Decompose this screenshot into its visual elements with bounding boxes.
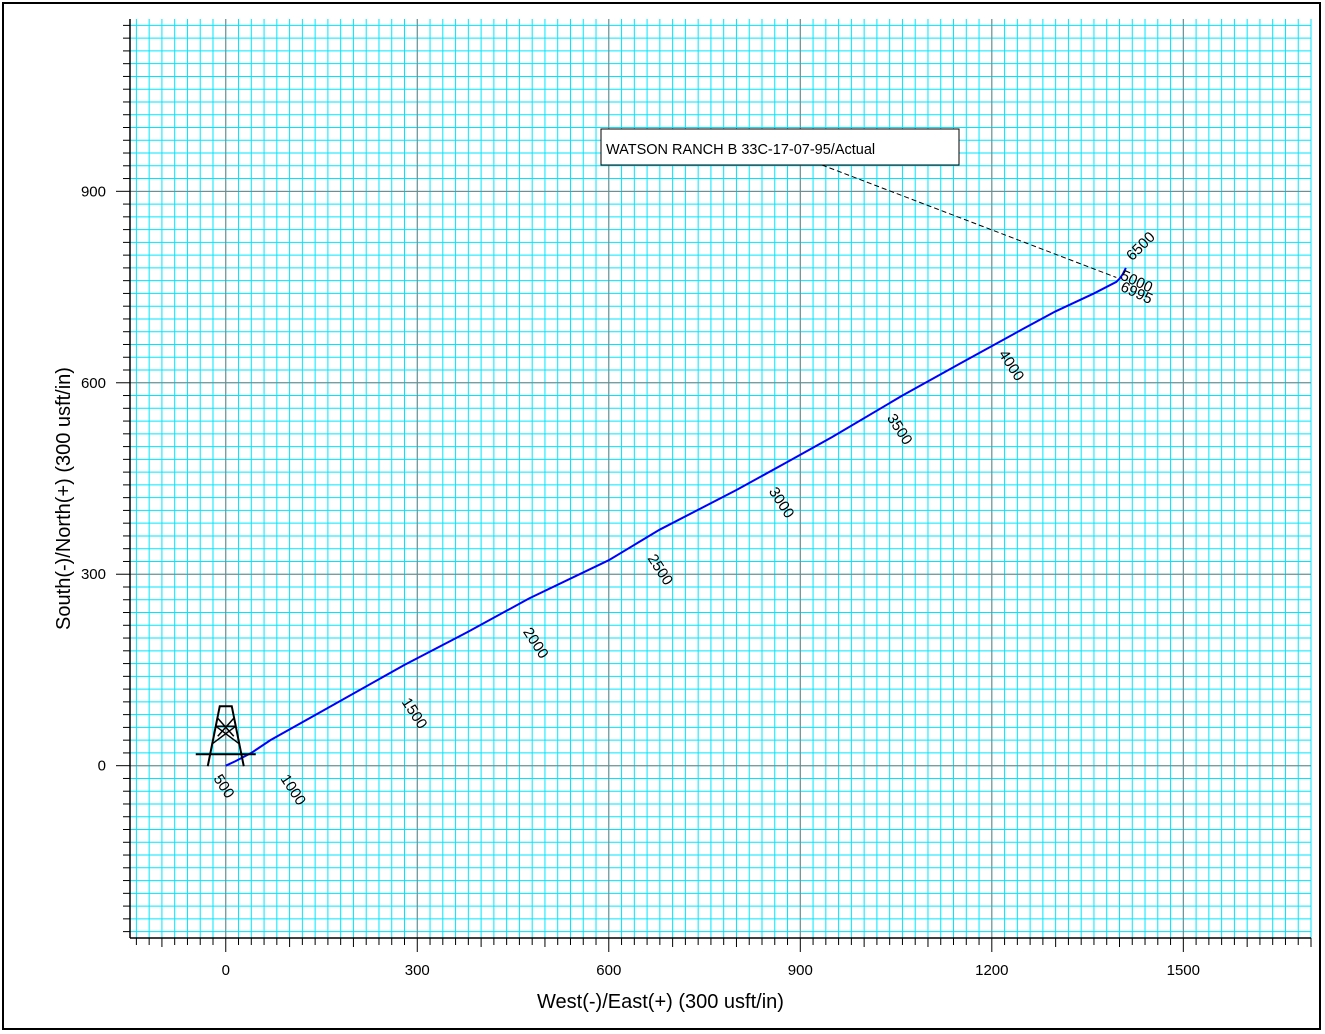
well-annotation: WATSON RANCH B 33C-17-07-95/Actual (600, 128, 1117, 278)
rig-legs (206, 705, 245, 767)
rig-icon (195, 705, 256, 767)
md-label: 2000 (519, 625, 551, 662)
well-label: WATSON RANCH B 33C-17-07-95/Actual (606, 142, 875, 158)
md-label: 2500 (644, 551, 676, 588)
y-tick-label: 900 (81, 183, 106, 200)
x-tick-label: 300 (405, 962, 430, 979)
x-tick-label: 900 (788, 962, 813, 979)
rig-brace (217, 717, 235, 737)
series-layer (225, 267, 1127, 767)
md-label: 3000 (765, 484, 797, 521)
md-labels: 500 1000150020002500300035004000500069956… (210, 229, 1159, 809)
y-tick-label: 0 (98, 758, 106, 775)
x-tick-label: 1200 (975, 962, 1008, 979)
md-label: 500 (210, 771, 238, 801)
md-label: 1000 (277, 771, 309, 808)
x-tick-label: 1500 (1167, 962, 1200, 979)
tick-labels: 0 300 600 900 1200 1500 0 300 600 900 (81, 183, 1200, 979)
md-label: 6500 (1123, 229, 1159, 265)
y-tick-label: 600 (81, 375, 106, 392)
md-label: 1500 (398, 695, 430, 732)
y-axis-title: South(-)/North(+) (300 usft/in) (53, 367, 75, 630)
tick-marks (116, 24, 1312, 952)
major-grid (130, 19, 1311, 938)
axes (129, 19, 1311, 939)
annotation-leader (821, 164, 1117, 278)
md-label: 4000 (995, 347, 1027, 384)
rig-brace (215, 725, 241, 745)
y-tick-label: 300 (81, 566, 106, 583)
wellpath-line (225, 267, 1127, 767)
x-tick-label: 0 (222, 962, 230, 979)
x-axis-title: West(-)/East(+) (300 usft/in) (537, 991, 784, 1013)
annotation-box (600, 128, 960, 166)
md-label: 3500 (883, 411, 915, 448)
rig-brace (211, 725, 237, 745)
x-tick-label: 600 (596, 962, 621, 979)
